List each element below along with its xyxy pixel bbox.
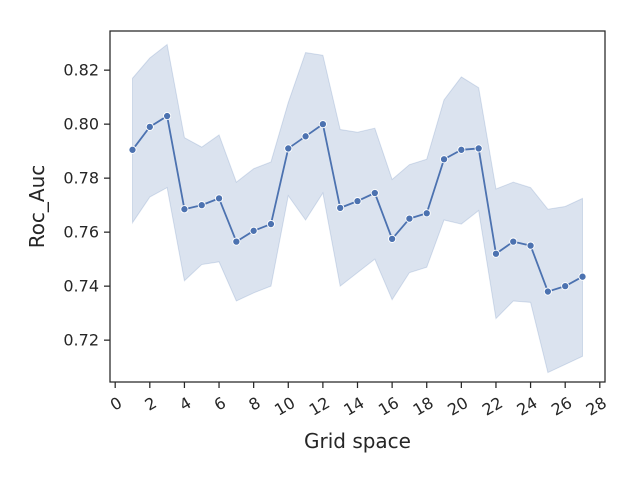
y-axis-label: Roc_Auc <box>25 165 49 249</box>
x-tick-label: 0 <box>107 393 125 415</box>
data-point <box>163 112 172 121</box>
data-point <box>439 155 449 164</box>
x-tick-label: 16 <box>375 393 402 420</box>
data-point <box>370 188 379 198</box>
data-point <box>543 287 552 296</box>
data-point <box>301 132 310 141</box>
series-points-layer <box>128 112 587 296</box>
x-tick-label: 2 <box>141 393 159 415</box>
data-point <box>214 194 224 203</box>
y-axis-ticks: 0.72 0.74 0.76 0.78 0.80 0.82 <box>63 61 110 350</box>
y-tick-label: 0.76 <box>63 223 99 242</box>
y-tick-label: 0.74 <box>63 277 99 296</box>
y-tick-label: 0.72 <box>63 331 99 350</box>
x-tick-label: 26 <box>548 393 575 420</box>
data-point <box>561 282 570 291</box>
data-point <box>266 219 276 229</box>
x-tick-label: 10 <box>271 393 298 420</box>
x-tick-label: 20 <box>444 393 471 420</box>
data-point <box>526 241 535 250</box>
data-point <box>388 234 397 243</box>
data-point <box>284 144 293 153</box>
data-point <box>353 197 362 206</box>
data-point <box>197 201 206 210</box>
data-point <box>180 205 189 214</box>
x-tick-label: 6 <box>211 393 229 415</box>
data-point <box>578 272 587 281</box>
data-point <box>457 145 466 154</box>
y-tick-label: 0.80 <box>63 115 99 134</box>
x-axis-ticks: 0 2 4 6 8 10 12 14 16 18 20 22 24 26 28 <box>107 382 610 420</box>
data-point <box>336 203 345 212</box>
x-tick-label: 24 <box>513 393 540 420</box>
x-tick-label: 8 <box>245 393 263 415</box>
data-point <box>249 226 258 235</box>
y-tick-label: 0.82 <box>63 61 99 80</box>
x-tick-label: 12 <box>306 393 333 420</box>
confidence-band <box>132 43 583 374</box>
x-tick-label: 28 <box>583 393 610 420</box>
data-point <box>145 122 154 131</box>
data-point <box>232 237 241 246</box>
x-axis-label: Grid space <box>304 429 411 453</box>
x-tick-label: 14 <box>340 393 367 420</box>
data-point <box>405 214 414 223</box>
data-point <box>318 120 327 129</box>
data-point <box>422 209 431 218</box>
y-tick-label: 0.78 <box>63 169 99 188</box>
data-point <box>128 145 137 154</box>
data-point <box>509 237 518 246</box>
data-point <box>474 144 483 153</box>
x-tick-label: 4 <box>176 393 194 415</box>
confidence-band-layer <box>132 43 583 374</box>
data-point <box>491 249 501 258</box>
x-tick-label: 18 <box>410 393 437 420</box>
x-tick-label: 22 <box>479 393 506 420</box>
